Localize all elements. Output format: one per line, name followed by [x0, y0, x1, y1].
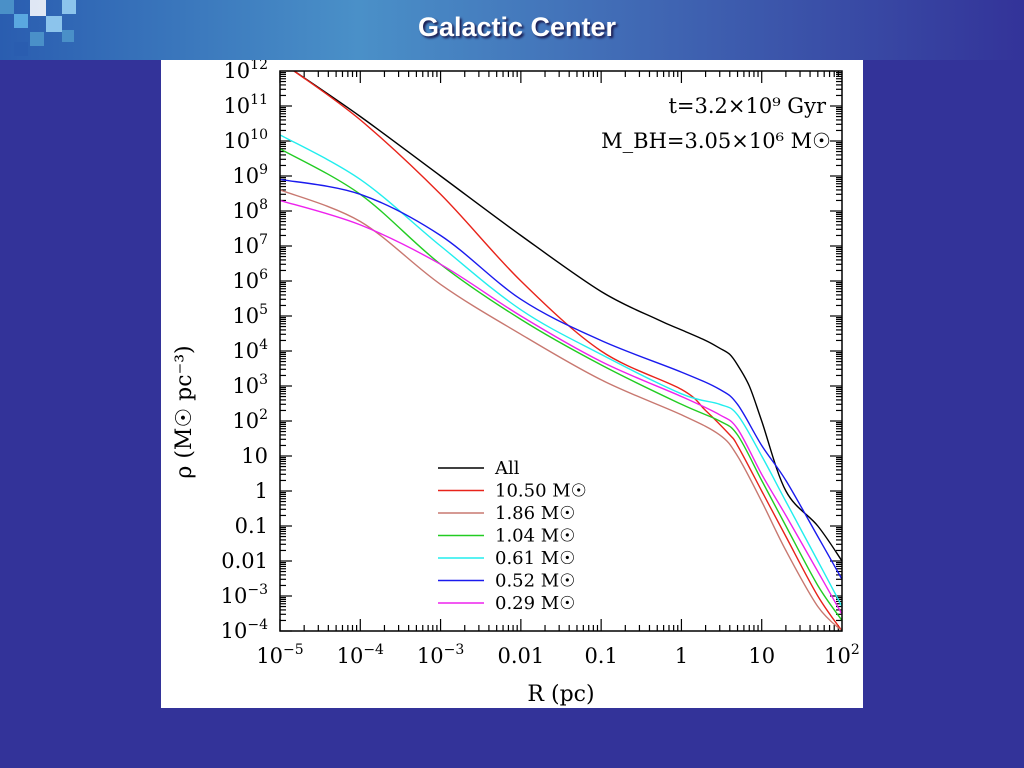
series-line-4 [280, 134, 842, 607]
y-tick-label: 0.01 [221, 549, 268, 573]
y-tick-label: 104 [232, 337, 268, 363]
x-tick-label: 10−5 [256, 642, 303, 668]
series-line-3 [280, 148, 842, 621]
y-tick-label: 1012 [223, 60, 268, 83]
slide-title: Galactic Center [417, 12, 617, 42]
y-tick-label: 10 [241, 444, 268, 468]
x-tick-label: 10−4 [337, 642, 384, 668]
series-line-6 [280, 199, 842, 615]
legend-label: 1.04 M☉ [495, 526, 575, 547]
y-tick-labels: 10−4 10−3 0.01 0.1 1 10 102 103 104 105 106 107 108 1… [221, 57, 268, 643]
series-line-0 [293, 71, 842, 562]
y-tick-label: 107 [232, 232, 268, 258]
x-tick-label: 0.1 [584, 644, 617, 668]
y-tick-label: 108 [232, 197, 268, 223]
legend-label: 0.52 M☉ [495, 571, 575, 592]
y-tick-label: 10−3 [221, 582, 268, 608]
decorative-squares-icon [0, 0, 76, 56]
x-tick-label: 10−3 [417, 642, 464, 668]
x-tick-label: 0.01 [497, 644, 544, 668]
y-tick-label: 0.1 [235, 514, 268, 538]
x-tick-label: 102 [824, 642, 860, 668]
legend-label: 1.86 M☉ [495, 503, 575, 524]
y-tick-label: 1010 [223, 127, 268, 153]
legend-label: 0.61 M☉ [495, 548, 575, 569]
y-tick-label: 10−4 [221, 617, 268, 643]
legend-label: All [494, 458, 520, 479]
y-axis-label: ρ (M☉ pc⁻³) [172, 345, 197, 478]
series-line-2 [280, 189, 842, 631]
y-tick-label: 106 [232, 267, 268, 293]
series-line-1 [293, 71, 842, 631]
y-tick-label: 102 [232, 407, 268, 433]
x-tick-label: 1 [675, 644, 688, 668]
x-axis-label: R (pc) [527, 682, 594, 707]
x-tick-label: 10 [748, 644, 775, 668]
y-tick-label: 1011 [223, 92, 268, 118]
legend-label: 10.50 M☉ [495, 481, 587, 502]
y-tick-label: 1 [255, 479, 268, 503]
plot-frame [279, 70, 843, 632]
y-tick-label: 109 [232, 162, 268, 188]
density-profile-chart: 10−4 10−3 0.01 0.1 1 10 102 103 104 105 106 107 108 1… [172, 57, 860, 707]
series-line-5 [280, 178, 842, 580]
series-curves [280, 71, 842, 631]
annotation-bh-mass: M_BH=3.05×10⁶ M☉ [601, 129, 831, 153]
y-tick-label: 105 [232, 302, 268, 328]
x-tick-labels: 10−5 10−4 10−3 0.01 0.1 1 10 102 [256, 642, 860, 668]
axis-ticks [279, 71, 842, 632]
legend-label: 0.29 M☉ [495, 593, 575, 614]
y-tick-label: 103 [232, 372, 268, 398]
title-bar [0, 0, 1024, 60]
annotation-time: t=3.2×10⁹ Gyr [668, 94, 826, 118]
chart-panel: 10−4 10−3 0.01 0.1 1 10 102 103 104 105 106 107 108 1… [161, 57, 863, 708]
